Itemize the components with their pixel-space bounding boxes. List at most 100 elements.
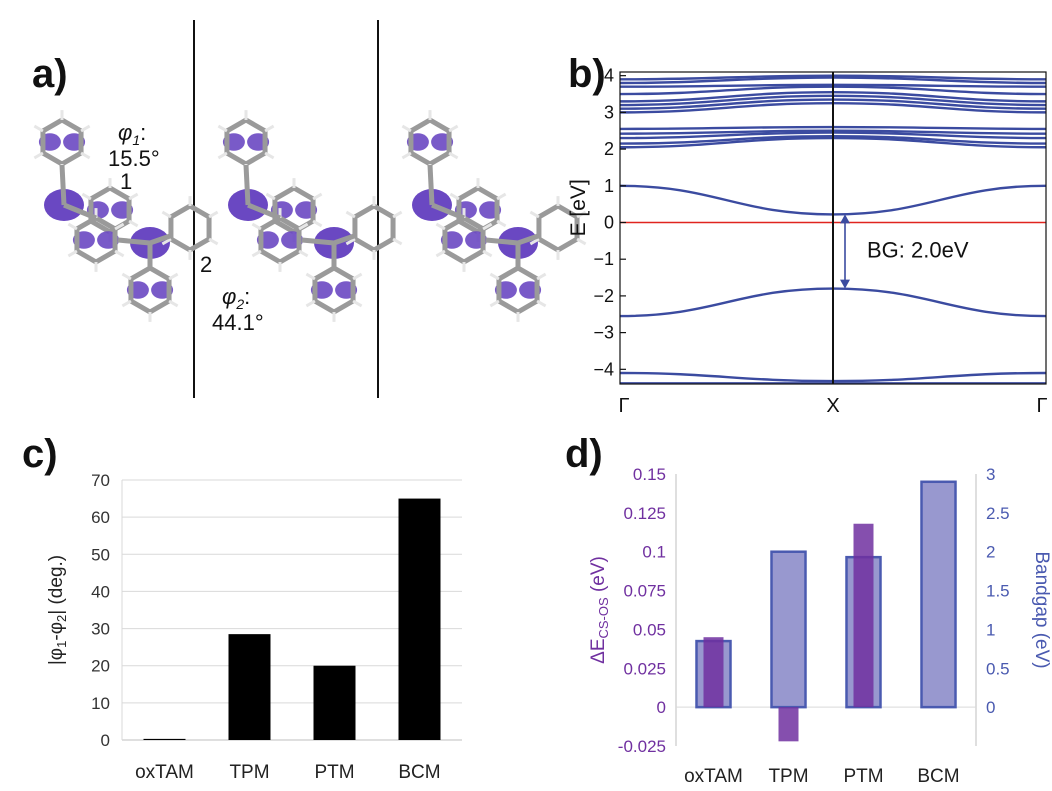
- right-y-tick-label: 3: [986, 465, 995, 484]
- c-h-bond: [345, 237, 356, 246]
- left-y-tick-label: 0.15: [633, 465, 666, 484]
- x-tick-label: Γ: [618, 395, 629, 417]
- x-tick-label: Γ: [1036, 395, 1047, 417]
- c-h-bond: [251, 222, 262, 231]
- c-h-bond: [482, 222, 493, 231]
- c-h-bond: [345, 210, 356, 219]
- arrow-head-down: [840, 279, 850, 289]
- c-h-bond: [161, 210, 172, 219]
- category-label: oxTAM: [135, 762, 194, 783]
- category-label: PTM: [843, 766, 883, 787]
- y-tick-label: −4: [593, 359, 614, 379]
- c-c-bond: [517, 233, 539, 246]
- y-tick-label: 50: [91, 545, 110, 564]
- c-h-bond: [161, 237, 172, 246]
- left-y-tick-label: 0.025: [623, 659, 666, 678]
- energy-bar: [778, 707, 799, 742]
- c-h-bond: [298, 222, 309, 231]
- c-h-bond: [33, 124, 44, 133]
- c-c-bond: [63, 202, 97, 221]
- category-label: TPM: [229, 762, 269, 783]
- c-h-bond: [264, 124, 275, 133]
- left-y-tick-label: 0.125: [623, 504, 666, 523]
- bandgap-bar: [770, 550, 807, 709]
- right-y-axis-ticks: 3 2.5 2 1.5 1 0.5 0: [986, 465, 1010, 717]
- aromatic-ring: [352, 203, 396, 253]
- polymer-chain: [33, 110, 587, 322]
- y-tick-label: 10: [91, 694, 110, 713]
- c-h-bond: [168, 299, 179, 308]
- bar: [398, 498, 441, 740]
- c-h-bond: [208, 237, 219, 246]
- c-h-bond: [128, 219, 139, 228]
- c-c-bond: [333, 233, 355, 246]
- c-h-bond: [67, 249, 78, 258]
- y-axis-ticks: 0 10 20 30 40 50 60 70: [91, 471, 110, 750]
- left-y-axis-label: ΔECS-OS (eV): [588, 556, 611, 664]
- y-tick-label: 4: [604, 66, 614, 86]
- c-h-bond: [536, 299, 547, 308]
- c-h-bond: [312, 219, 323, 228]
- c-h-bond: [448, 124, 459, 133]
- c-h-bond: [298, 249, 309, 258]
- c-h-bond: [80, 151, 91, 160]
- phi1-label: φ1:: [118, 120, 146, 148]
- c-h-bond: [392, 210, 403, 219]
- left-y-tick-label: 0: [657, 698, 666, 717]
- bandgap-label: BG: 2.0eV: [867, 237, 969, 262]
- y-tick-label: −3: [593, 323, 614, 343]
- right-y-tick-label: 1.5: [986, 582, 1010, 601]
- energy-bars: [703, 523, 874, 742]
- c-h-bond: [536, 272, 547, 281]
- y-tick-label: 20: [91, 657, 110, 676]
- energy-bandgap-chart: 0.15 0.125 0.1 0.075 0.05 0.025 0 -0.025 3 2.5 2 1…: [588, 465, 1052, 787]
- x-tick-label: X: [826, 395, 839, 417]
- c-h-bond: [449, 192, 460, 201]
- right-y-tick-label: 2.5: [986, 504, 1010, 523]
- c-h-bond: [217, 124, 228, 133]
- bar: [313, 665, 356, 740]
- c-h-bond: [168, 272, 179, 281]
- category-label: oxTAM: [684, 766, 743, 787]
- c-h-bond: [81, 192, 92, 201]
- right-y-tick-label: 0: [986, 698, 995, 717]
- category-label: PTM: [314, 762, 354, 783]
- c-h-bond: [305, 272, 316, 281]
- c-h-bond: [80, 124, 91, 133]
- c-h-bond: [489, 299, 500, 308]
- left-y-tick-label: 0.1: [642, 543, 666, 562]
- panel-label-d: d): [565, 432, 603, 476]
- x-axis-ticks: oxTAM TPM PTM BCM: [135, 762, 441, 783]
- category-label: TPM: [768, 766, 808, 787]
- y-tick-label: 70: [91, 471, 110, 490]
- y-tick-label: 3: [604, 102, 614, 122]
- c-c-bond: [427, 164, 435, 206]
- c-h-bond: [435, 249, 446, 258]
- x-axis-ticks: oxTAM TPM PTM BCM: [684, 766, 960, 787]
- y-tick-label: 0: [604, 212, 614, 232]
- c-h-bond: [264, 151, 275, 160]
- bars: [143, 498, 441, 740]
- c-c-bond: [485, 237, 519, 246]
- plot-frame: [619, 71, 1047, 385]
- c-c-bond: [117, 237, 151, 246]
- c-h-bond: [401, 124, 412, 133]
- c-h-bond: [305, 299, 316, 308]
- c-c-bond: [301, 237, 335, 246]
- panel-label-b: b): [568, 52, 606, 96]
- y-tick-label: −1: [593, 249, 614, 269]
- c-h-bond: [401, 151, 412, 160]
- c-h-bond: [251, 249, 262, 258]
- arrow-head-up: [840, 214, 850, 224]
- c-h-bond: [265, 192, 276, 201]
- bandgap-arrow: [840, 214, 850, 289]
- left-y-tick-label: 0.05: [633, 620, 666, 639]
- aromatic-ring: [168, 203, 212, 253]
- c-h-bond: [352, 299, 363, 308]
- c-c-bond: [247, 202, 281, 221]
- c-h-bond: [312, 192, 323, 201]
- c-h-bond: [128, 192, 139, 201]
- y-tick-label: 2: [604, 139, 614, 159]
- c-c-bond: [59, 164, 67, 206]
